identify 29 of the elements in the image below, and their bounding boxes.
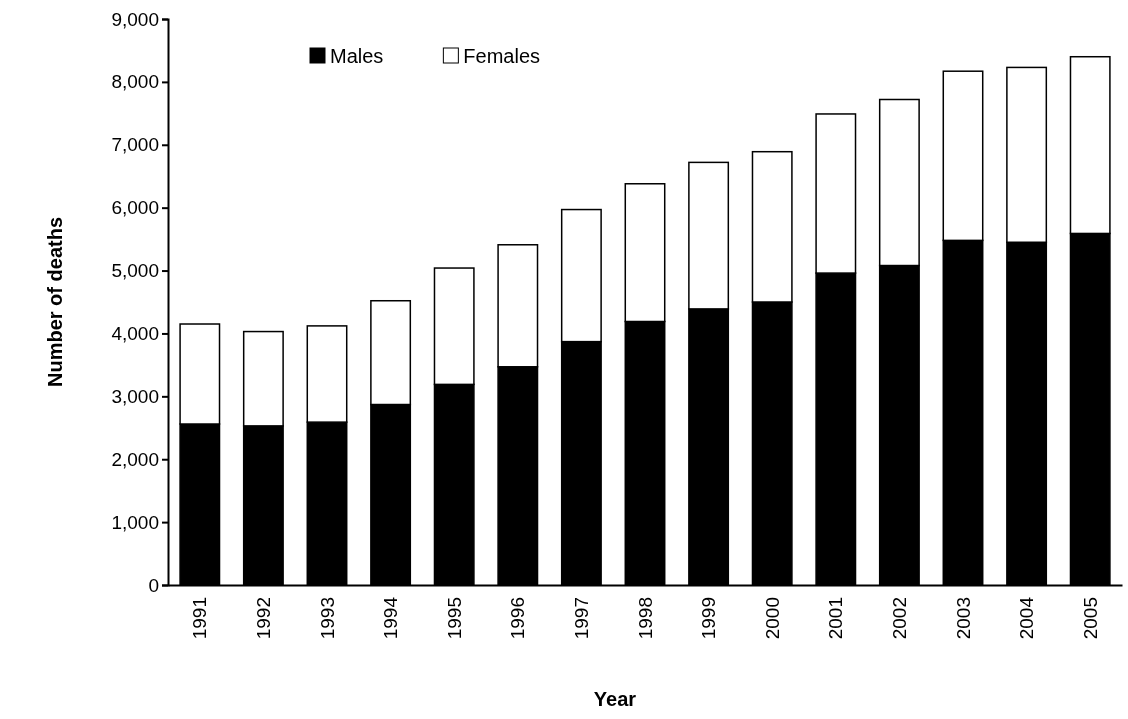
- y-tick-label: 3,000: [111, 385, 159, 407]
- y-tick-label: 4,000: [111, 323, 159, 345]
- legend-label: Males: [330, 45, 384, 67]
- x-tick-label: 1994: [380, 596, 402, 640]
- y-tick-label: 8,000: [111, 71, 159, 93]
- y-tick-label: 6,000: [111, 197, 159, 219]
- y-tick-label: 2,000: [111, 448, 159, 470]
- x-tick-label: 1998: [634, 597, 656, 640]
- x-tick-label: 1999: [698, 597, 720, 640]
- x-tick-label: 1996: [507, 597, 529, 640]
- x-tick-label: 1991: [189, 597, 211, 640]
- x-tick-label: 2002: [889, 597, 911, 640]
- x-tick-label: 1993: [316, 597, 338, 640]
- y-tick-label: 9,000: [111, 8, 159, 30]
- x-tick-label: 2003: [952, 597, 974, 640]
- x-tick-label: 2004: [1016, 596, 1038, 640]
- x-tick-label: 2000: [761, 597, 783, 640]
- y-tick-label: 1,000: [111, 511, 159, 533]
- x-axis-title: Year: [593, 688, 637, 710]
- x-tick-label: 2005: [1079, 597, 1101, 640]
- y-tick-label: 7,000: [111, 134, 159, 156]
- x-tick-label: 1997: [571, 597, 593, 640]
- y-axis-title: Number of deaths: [44, 216, 66, 388]
- legend-label: Females: [463, 45, 541, 67]
- x-tick-label: 1995: [443, 597, 465, 640]
- y-tick-label: 5,000: [111, 260, 159, 282]
- x-tick-label: 2001: [825, 597, 847, 640]
- y-tick-label: 0: [148, 574, 159, 596]
- x-tick-label: 1992: [253, 597, 275, 640]
